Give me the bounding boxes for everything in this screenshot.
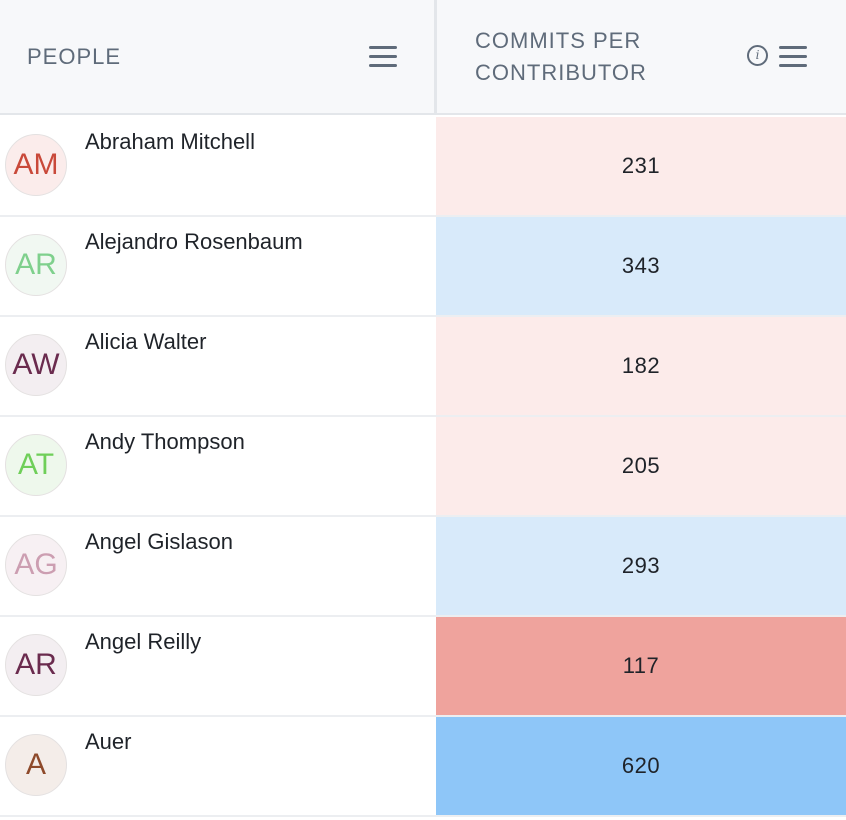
menu-line bbox=[369, 46, 397, 49]
person-name[interactable]: Abraham Mitchell bbox=[85, 129, 255, 154]
person-name[interactable]: Auer bbox=[85, 729, 132, 754]
person-cell[interactable]: AR Angel Reilly bbox=[0, 617, 436, 715]
avatar[interactable]: A bbox=[5, 734, 67, 796]
avatar[interactable]: AW bbox=[5, 334, 67, 396]
table-row[interactable]: AG Angel Gislason 293 bbox=[0, 517, 846, 617]
column-resize-handle[interactable] bbox=[434, 0, 437, 115]
avatar[interactable]: AM bbox=[5, 134, 67, 196]
avatar[interactable]: AR bbox=[5, 634, 67, 696]
hamburger-menu-icon[interactable] bbox=[369, 46, 397, 68]
commits-cell[interactable]: 293 bbox=[436, 517, 846, 615]
commits-cell[interactable]: 343 bbox=[436, 217, 846, 315]
table-row[interactable]: AR Angel Reilly 117 bbox=[0, 617, 846, 717]
person-cell[interactable]: AT Andy Thompson bbox=[0, 417, 436, 515]
commits-value: 343 bbox=[621, 253, 661, 278]
menu-line bbox=[369, 55, 397, 58]
commits-value: 620 bbox=[621, 753, 661, 778]
table-row[interactable]: AR Alejandro Rosenbaum 343 bbox=[0, 217, 846, 317]
table-row[interactable]: AT Andy Thompson 205 bbox=[0, 417, 846, 517]
avatar[interactable]: AT bbox=[5, 434, 67, 496]
commits-cell[interactable]: 182 bbox=[436, 317, 846, 415]
avatar[interactable]: AR bbox=[5, 234, 67, 296]
table-header: PEOPLE COMMITS PER CONTRIBUTOR i bbox=[0, 0, 846, 115]
commits-value: 182 bbox=[621, 353, 661, 378]
commits-cell[interactable]: 205 bbox=[436, 417, 846, 515]
people-column-header[interactable]: PEOPLE bbox=[27, 44, 122, 69]
commits-value: 117 bbox=[622, 653, 660, 678]
table-body: AM Abraham Mitchell 231 AR Alejandro Rosenba… bbox=[0, 117, 846, 817]
person-name[interactable]: Angel Reilly bbox=[85, 629, 202, 654]
person-cell[interactable]: AM Abraham Mitchell bbox=[0, 117, 436, 215]
person-cell[interactable]: A Auer bbox=[0, 717, 436, 815]
table-row[interactable]: A Auer 620 bbox=[0, 717, 846, 817]
person-name[interactable]: Alicia Walter bbox=[85, 329, 207, 354]
person-name[interactable]: Andy Thompson bbox=[85, 429, 245, 454]
person-cell[interactable]: AW Alicia Walter bbox=[0, 317, 436, 415]
avatar[interactable]: AG bbox=[5, 534, 67, 596]
commits-cell[interactable]: 620 bbox=[436, 717, 846, 815]
commits-value: 205 bbox=[621, 453, 661, 478]
menu-line bbox=[779, 64, 807, 67]
commits-cell[interactable]: 117 bbox=[436, 617, 846, 715]
table-row[interactable]: AM Abraham Mitchell 231 bbox=[0, 117, 846, 217]
commits-value: 293 bbox=[621, 553, 661, 578]
commits-value: 231 bbox=[621, 153, 661, 178]
menu-line bbox=[779, 55, 807, 58]
commits-column-header[interactable]: COMMITS PER CONTRIBUTOR bbox=[475, 28, 647, 85]
commits-cell[interactable]: 231 bbox=[436, 117, 846, 215]
person-name[interactable]: Alejandro Rosenbaum bbox=[85, 229, 303, 254]
person-cell[interactable]: AR Alejandro Rosenbaum bbox=[0, 217, 436, 315]
person-name[interactable]: Angel Gislason bbox=[85, 529, 233, 554]
person-cell[interactable]: AG Angel Gislason bbox=[0, 517, 436, 615]
table-row[interactable]: AW Alicia Walter 182 bbox=[0, 317, 846, 417]
menu-line bbox=[779, 46, 807, 49]
info-icon[interactable]: i bbox=[747, 45, 768, 66]
menu-line bbox=[369, 64, 397, 67]
hamburger-menu-icon[interactable] bbox=[779, 46, 807, 68]
